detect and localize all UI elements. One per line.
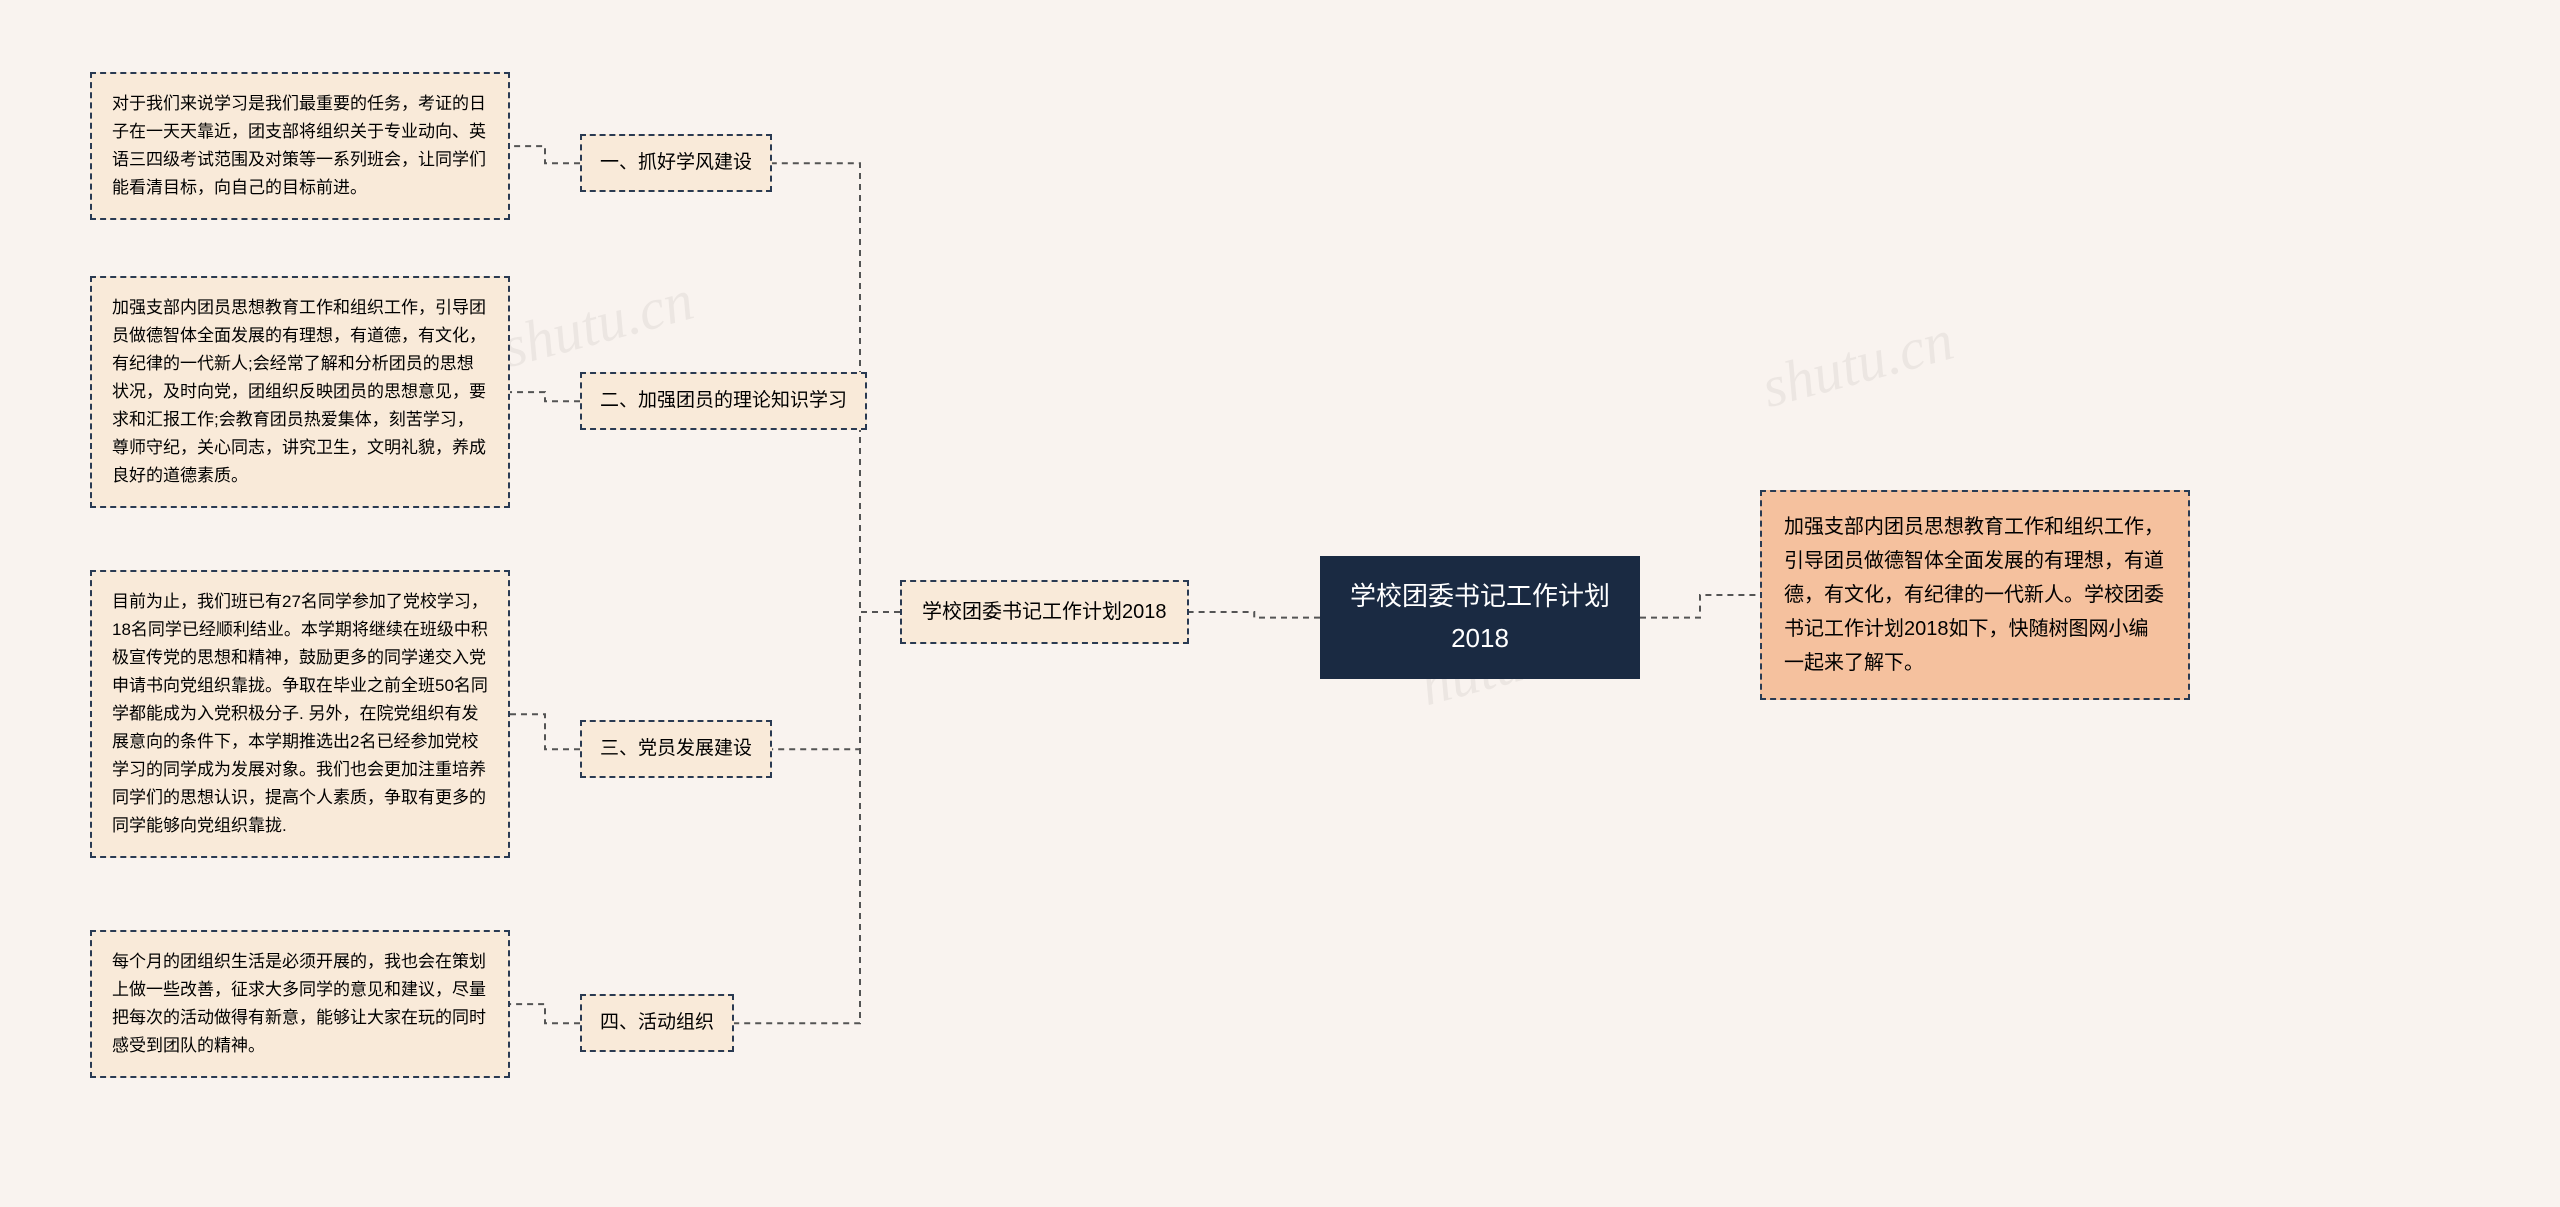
root-node[interactable]: 学校团委书记工作计划2018 [1320,556,1640,679]
detail-text: 对于我们来说学习是我们最重要的任务，考证的日子在一天天靠近，团支部将组织关于专业… [112,94,486,197]
detail-node-1[interactable]: 加强支部内团员思想教育工作和组织工作，引导团员做德智体全面发展的有理想，有道德，… [90,276,510,508]
watermark-1: shutu.cn [495,266,701,381]
section-node-0[interactable]: 一、抓好学风建设 [580,134,772,192]
section-node-3[interactable]: 四、活动组织 [580,994,734,1052]
root-title: 学校团委书记工作计划2018 [1350,581,1610,653]
intro-text: 加强支部内团员思想教育工作和组织工作，引导团员做德智体全面发展的有理想，有道德，… [1784,516,2164,674]
subtitle-node[interactable]: 学校团委书记工作计划2018 [900,580,1189,644]
section-label: 二、加强团员的理论知识学习 [600,390,847,411]
subtitle-text: 学校团委书记工作计划2018 [922,601,1167,623]
detail-node-2[interactable]: 目前为止，我们班已有27名同学参加了党校学习，18名同学已经顺利结业。本学期将继… [90,570,510,858]
intro-node[interactable]: 加强支部内团员思想教育工作和组织工作，引导团员做德智体全面发展的有理想，有道德，… [1760,490,2190,700]
section-node-1[interactable]: 二、加强团员的理论知识学习 [580,372,867,430]
watermark-3: shutu.cn [1755,306,1961,421]
section-node-2[interactable]: 三、党员发展建设 [580,720,772,778]
detail-text: 每个月的团组织生活是必须开展的，我也会在策划上做一些改善，征求大多同学的意见和建… [112,952,486,1055]
detail-node-0[interactable]: 对于我们来说学习是我们最重要的任务，考证的日子在一天天靠近，团支部将组织关于专业… [90,72,510,220]
detail-text: 加强支部内团员思想教育工作和组织工作，引导团员做德智体全面发展的有理想，有道德，… [112,298,486,485]
section-label: 三、党员发展建设 [600,738,752,759]
detail-text: 目前为止，我们班已有27名同学参加了党校学习，18名同学已经顺利结业。本学期将继… [112,592,488,835]
section-label: 四、活动组织 [600,1012,714,1033]
section-label: 一、抓好学风建设 [600,152,752,173]
detail-node-3[interactable]: 每个月的团组织生活是必须开展的，我也会在策划上做一些改善，征求大多同学的意见和建… [90,930,510,1078]
